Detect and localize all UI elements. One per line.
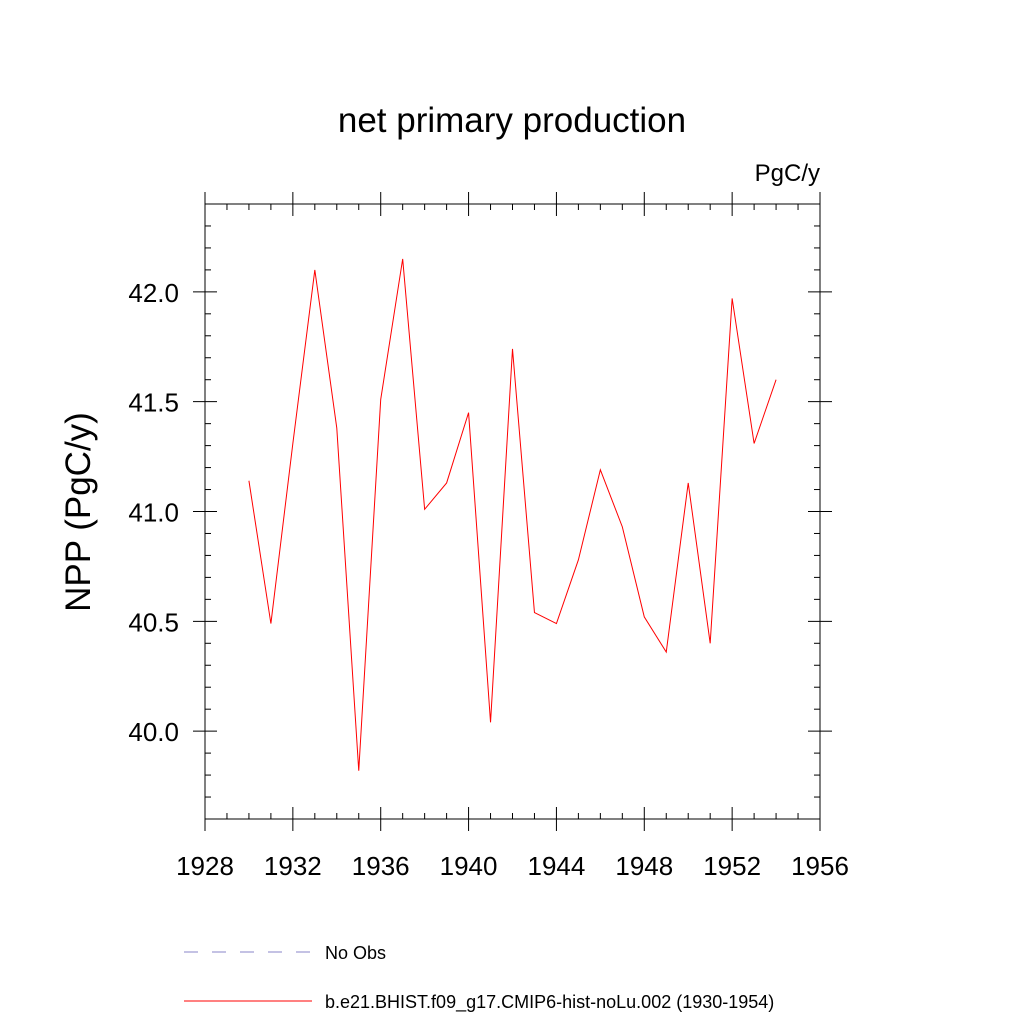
series-line: [248, 258, 777, 771]
x-tick-labels: 1928 1932 1936 1940 1944 1948 1952 1956: [176, 851, 849, 881]
legend: No Obs b.e21.BHIST.f09_g17.CMIP6-hist-noL…: [184, 943, 774, 1013]
y-axis-label: NPP (PgC/y): [59, 412, 98, 612]
x-tick-label: 1952: [703, 851, 761, 881]
x-tick-label: 1936: [352, 851, 410, 881]
chart-title: net primary production: [338, 101, 686, 140]
x-tick-label: 1944: [528, 851, 586, 881]
x-tick-label: 1928: [176, 851, 234, 881]
legend-label: b.e21.BHIST.f09_g17.CMIP6-hist-noLu.002 …: [325, 992, 774, 1013]
x-tick-label: 1956: [791, 851, 849, 881]
y-tick-label: 41.5: [128, 388, 179, 418]
y-tick-label: 42.0: [128, 278, 179, 308]
axis-ticks: [193, 192, 832, 831]
x-tick-label: 1948: [615, 851, 673, 881]
x-tick-label: 1940: [440, 851, 498, 881]
legend-label: No Obs: [325, 943, 386, 963]
y-tick-labels: 40.0 40.5 41.0 41.5 42.0: [128, 278, 179, 747]
y-tick-label: 41.0: [128, 498, 179, 528]
y-tick-label: 40.0: [128, 717, 179, 747]
plot-frame: [204, 203, 821, 820]
units-label: PgC/y: [755, 160, 820, 187]
x-tick-label: 1932: [264, 851, 322, 881]
y-tick-label: 40.5: [128, 607, 179, 637]
series-layer: [248, 258, 777, 771]
